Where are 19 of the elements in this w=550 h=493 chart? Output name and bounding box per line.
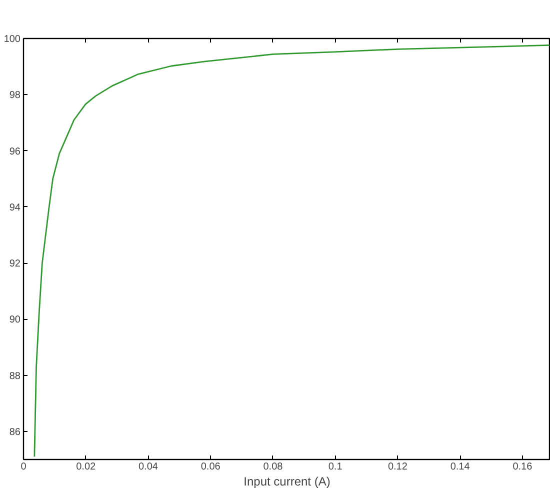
x-axis-title: Input current (A) bbox=[244, 474, 330, 488]
x-tick-label: 0.08 bbox=[263, 462, 284, 472]
y-tick-label: 88 bbox=[9, 370, 21, 382]
y-tick-label: 86 bbox=[9, 426, 21, 438]
y-tick-label: 100 bbox=[4, 34, 21, 45]
y-tick-label: 92 bbox=[9, 258, 21, 270]
x-tick-label: 0.14 bbox=[450, 462, 470, 472]
y-tick-label: 98 bbox=[9, 90, 21, 102]
x-tick-label: 0 bbox=[20, 462, 27, 472]
y-tick-label: 94 bbox=[9, 202, 21, 214]
x-tick-label: 0.02 bbox=[76, 462, 96, 472]
x-tick-label: 0.06 bbox=[200, 462, 221, 472]
y-tick-label: 96 bbox=[9, 146, 21, 158]
x-tick-label: 0.1 bbox=[328, 462, 343, 472]
y-tick-label: 90 bbox=[9, 314, 21, 326]
line-series bbox=[34, 44, 550, 458]
x-tick-label: 0.16 bbox=[512, 462, 533, 472]
x-tick-label: 0.04 bbox=[138, 462, 158, 472]
x-tick-label: 0.12 bbox=[388, 462, 408, 472]
